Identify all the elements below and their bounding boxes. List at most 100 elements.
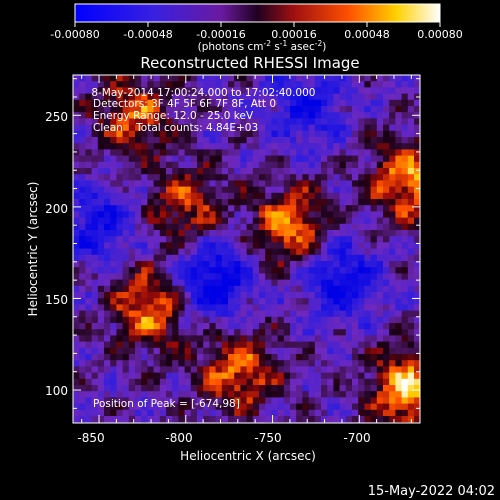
colorbar-tick-label: 0.00048 — [344, 28, 390, 41]
heatmap-cell — [197, 298, 204, 305]
heatmap-cell — [135, 335, 142, 342]
heatmap-cell — [228, 279, 235, 287]
heatmap-cell — [246, 310, 254, 318]
heatmap-cell — [190, 292, 198, 299]
heatmap-cell — [296, 416, 303, 423]
heatmap-cell — [104, 180, 111, 187]
heatmap-cell — [401, 310, 409, 318]
heatmap-cell — [172, 199, 179, 206]
heatmap-cell — [128, 174, 136, 181]
heatmap-cell — [110, 236, 117, 243]
heatmap-cell — [364, 180, 371, 187]
heatmap-cell — [135, 118, 142, 125]
heatmap-cell — [153, 292, 161, 299]
heatmap-cell — [252, 335, 260, 342]
heatmap-cell — [370, 385, 378, 392]
heatmap-cell — [352, 106, 359, 113]
heatmap-cell — [221, 143, 229, 150]
heatmap-cell — [234, 385, 241, 392]
heatmap-cell — [184, 323, 192, 330]
heatmap-cell — [91, 360, 99, 367]
heatmap-cell — [209, 242, 216, 249]
heatmap-cell — [240, 372, 247, 380]
heatmap-cell — [283, 112, 291, 119]
heatmap-cell — [376, 335, 384, 342]
footer-timestamp: 15-May-2022 04:02 — [368, 484, 495, 499]
heatmap-cell — [184, 341, 192, 349]
heatmap-cell — [246, 261, 254, 268]
heatmap-cell — [172, 391, 179, 398]
heatmap-cell — [407, 360, 415, 367]
heatmap-cell — [407, 366, 415, 373]
heatmap-cell — [128, 261, 136, 268]
heatmap-cell — [110, 130, 117, 138]
heatmap-cell — [135, 223, 142, 231]
heatmap-cell — [302, 329, 309, 336]
heatmap-cell — [166, 310, 173, 318]
heatmap-cell — [110, 161, 117, 169]
heatmap-cell — [265, 186, 272, 194]
heatmap-cell — [370, 192, 378, 200]
heatmap-cell — [383, 372, 390, 380]
heatmap-cell — [345, 242, 353, 249]
heatmap-cell — [252, 143, 260, 150]
heatmap-cell — [166, 403, 173, 411]
heatmap-cell — [339, 292, 347, 299]
heatmap-cell — [234, 347, 241, 355]
heatmap-cell — [376, 124, 384, 132]
heatmap-cell — [135, 211, 142, 218]
heatmap-cell — [215, 323, 223, 330]
heatmap-cell — [240, 261, 247, 268]
heatmap-cell — [283, 310, 291, 318]
heatmap-cell — [389, 341, 396, 349]
heatmap-cell — [209, 416, 216, 423]
heatmap-cell — [358, 378, 365, 386]
heatmap-cell — [395, 329, 402, 336]
heatmap-cell — [91, 161, 99, 169]
heatmap-cell — [383, 75, 390, 82]
heatmap-cell — [166, 242, 173, 249]
heatmap-cell — [290, 254, 297, 262]
heatmap-cell — [110, 137, 117, 144]
x-tick-label: -850 — [77, 431, 104, 445]
heatmap-cell — [221, 341, 229, 349]
heatmap-cell — [79, 217, 86, 225]
heatmap-cell — [290, 403, 297, 411]
heatmap-cell — [122, 354, 130, 361]
heatmap-cell — [128, 75, 136, 82]
heatmap-cell — [339, 192, 347, 200]
heatmap-cell — [339, 130, 347, 138]
heatmap-cell — [308, 285, 316, 293]
heatmap-cell — [178, 254, 185, 262]
heatmap-cell — [352, 217, 359, 225]
heatmap-cell — [327, 143, 334, 150]
heatmap-cell — [339, 385, 347, 392]
heatmap-cell — [91, 118, 99, 125]
heatmap-cell — [221, 137, 229, 144]
heatmap-cell — [395, 186, 402, 194]
heatmap-cell — [277, 199, 285, 206]
heatmap-cell — [358, 285, 365, 293]
heatmap-cell — [147, 341, 154, 349]
heatmap-cell — [314, 168, 322, 175]
heatmap-cell — [277, 403, 285, 411]
heatmap-cell — [308, 304, 316, 311]
heatmap-cell — [153, 137, 161, 144]
heatmap-cell — [184, 292, 192, 299]
heatmap-cell — [352, 304, 359, 311]
heatmap-cell — [97, 230, 105, 237]
heatmap-cell — [128, 199, 136, 206]
heatmap-cell — [228, 81, 235, 88]
heatmap-cell — [135, 391, 142, 398]
heatmap-cell — [91, 75, 99, 82]
heatmap-cell — [116, 354, 123, 361]
heatmap-cell — [401, 99, 409, 107]
heatmap-cell — [203, 335, 210, 342]
heatmap-cell — [122, 391, 130, 398]
heatmap-cell — [97, 397, 105, 404]
heatmap-cell — [116, 230, 123, 237]
heatmap-cell — [296, 223, 303, 231]
heatmap-cell — [395, 403, 402, 411]
heatmap-cell — [407, 118, 415, 125]
heatmap-cell — [321, 347, 328, 355]
